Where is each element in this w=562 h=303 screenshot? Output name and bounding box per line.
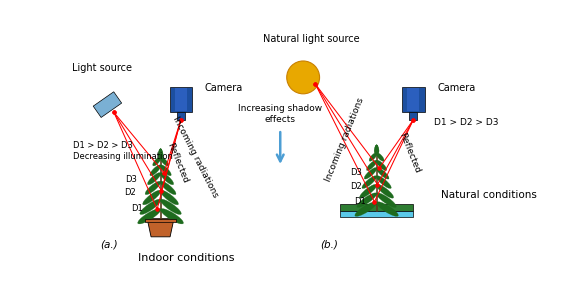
- Ellipse shape: [377, 153, 384, 161]
- Ellipse shape: [375, 145, 378, 154]
- Bar: [93, 92, 121, 118]
- Ellipse shape: [160, 149, 163, 158]
- Text: Indoor conditions: Indoor conditions: [138, 253, 235, 263]
- Ellipse shape: [160, 208, 183, 224]
- Ellipse shape: [159, 149, 162, 158]
- Ellipse shape: [364, 168, 377, 179]
- Ellipse shape: [377, 184, 393, 198]
- Bar: [170, 87, 192, 112]
- Bar: [407, 88, 419, 111]
- Ellipse shape: [355, 202, 377, 216]
- Text: D1: D1: [354, 198, 366, 206]
- Text: Natural light source: Natural light source: [264, 34, 360, 44]
- Ellipse shape: [374, 145, 378, 154]
- Ellipse shape: [375, 145, 379, 154]
- Circle shape: [287, 61, 320, 94]
- Ellipse shape: [377, 160, 387, 171]
- Ellipse shape: [160, 165, 171, 176]
- Ellipse shape: [160, 181, 176, 195]
- Text: Incoming radiations: Incoming radiations: [171, 115, 220, 199]
- Text: Decreasing illumination: Decreasing illumination: [73, 152, 173, 161]
- Ellipse shape: [357, 193, 377, 207]
- Ellipse shape: [158, 149, 162, 158]
- Text: Camera: Camera: [205, 83, 243, 93]
- Text: Natural conditions: Natural conditions: [441, 190, 537, 200]
- Text: (b.): (b.): [320, 239, 338, 249]
- Bar: [402, 87, 424, 112]
- Text: Incoming radiations: Incoming radiations: [323, 97, 365, 183]
- Text: Camera: Camera: [437, 83, 475, 93]
- Ellipse shape: [147, 173, 161, 185]
- Polygon shape: [147, 219, 174, 237]
- Ellipse shape: [160, 190, 179, 205]
- Ellipse shape: [160, 173, 174, 185]
- Text: D3: D3: [350, 168, 362, 177]
- Ellipse shape: [377, 202, 398, 216]
- Text: D2: D2: [350, 182, 361, 191]
- Bar: [177, 112, 185, 120]
- Bar: [410, 112, 417, 120]
- Ellipse shape: [140, 199, 161, 215]
- Text: Light source: Light source: [72, 63, 132, 73]
- Ellipse shape: [369, 153, 377, 161]
- Text: D1 > D2 > D3: D1 > D2 > D3: [434, 118, 498, 127]
- Bar: [146, 219, 176, 222]
- Bar: [175, 88, 187, 111]
- Ellipse shape: [360, 184, 377, 198]
- Text: (a.): (a.): [100, 239, 117, 249]
- Ellipse shape: [138, 208, 161, 224]
- Text: Reflected: Reflected: [398, 132, 422, 175]
- Ellipse shape: [377, 168, 389, 179]
- Ellipse shape: [143, 190, 161, 205]
- Ellipse shape: [153, 157, 161, 166]
- Ellipse shape: [150, 165, 161, 176]
- Bar: [340, 211, 413, 217]
- Text: D2: D2: [124, 188, 135, 197]
- Ellipse shape: [145, 181, 161, 195]
- Text: D1 > D2 > D3: D1 > D2 > D3: [73, 141, 133, 150]
- Text: Reflected: Reflected: [165, 141, 189, 184]
- Text: Increasing shadow
effects: Increasing shadow effects: [238, 104, 323, 124]
- Ellipse shape: [377, 193, 396, 207]
- Ellipse shape: [160, 157, 169, 166]
- Ellipse shape: [366, 160, 377, 171]
- Text: D1: D1: [131, 204, 143, 213]
- Ellipse shape: [160, 199, 182, 215]
- Ellipse shape: [362, 176, 377, 188]
- Ellipse shape: [377, 176, 391, 188]
- Bar: [340, 204, 413, 211]
- Text: D3: D3: [125, 175, 137, 184]
